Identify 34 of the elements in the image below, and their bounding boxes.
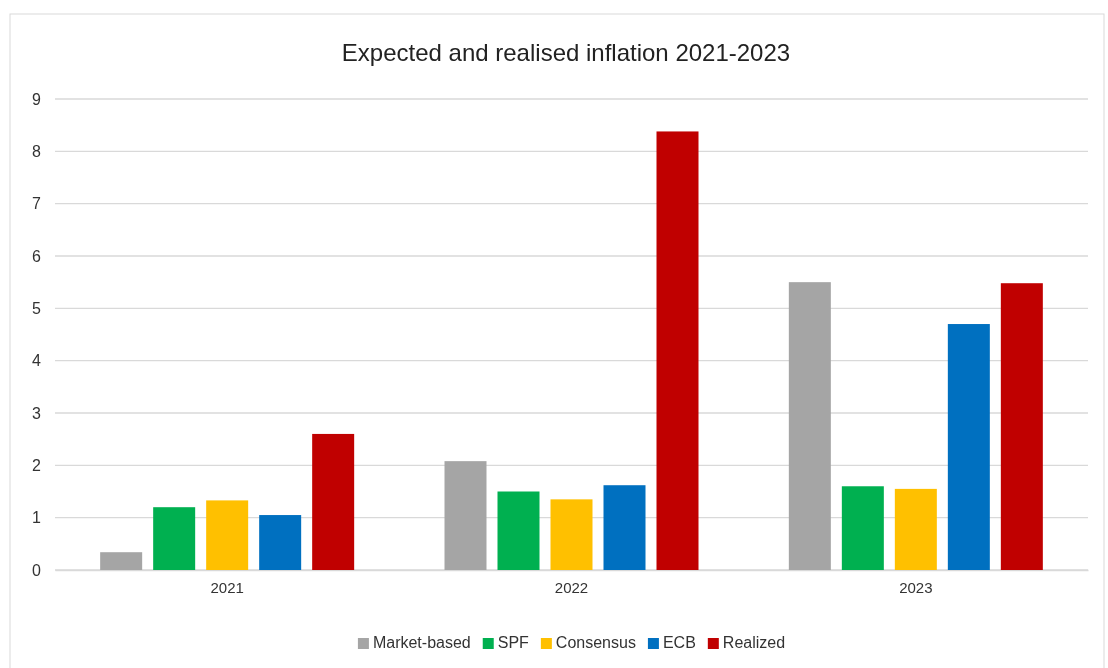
bar <box>656 131 699 570</box>
bar <box>947 324 990 570</box>
legend-label: Realized <box>722 634 786 651</box>
y-tick-label: 7 <box>32 195 42 213</box>
x-tick-label: 2023 <box>899 578 933 596</box>
bar <box>550 499 593 570</box>
y-tick-label: 5 <box>32 299 42 317</box>
y-tick-label: 4 <box>32 352 42 370</box>
bar <box>894 488 937 570</box>
bar <box>841 486 884 570</box>
bar <box>206 500 249 570</box>
legend-label: Consensus <box>555 634 636 651</box>
x-tick-label: 2022 <box>554 578 589 596</box>
bar <box>153 507 196 570</box>
bar <box>100 552 143 570</box>
y-tick-label: 3 <box>32 404 42 422</box>
legend-label: ECB <box>662 634 696 651</box>
legend-label: Market-based <box>372 634 471 651</box>
y-tick-label: 9 <box>32 90 42 108</box>
legend-label: SPF <box>497 634 530 651</box>
bar <box>259 515 302 570</box>
bar <box>603 485 646 570</box>
chart-title: Expected and realised inflation 2021-2023 <box>341 39 791 66</box>
bar <box>497 491 540 570</box>
y-tick-label: 6 <box>32 247 42 265</box>
bar <box>1000 283 1043 570</box>
y-tick-label: 2 <box>32 456 42 474</box>
y-tick-label: 1 <box>32 509 42 527</box>
bar <box>312 433 355 570</box>
bar <box>788 282 831 570</box>
y-tick-label: 0 <box>32 561 42 579</box>
bar <box>444 461 487 570</box>
x-tick-label: 2021 <box>210 578 244 596</box>
y-tick-label: 8 <box>32 142 42 160</box>
